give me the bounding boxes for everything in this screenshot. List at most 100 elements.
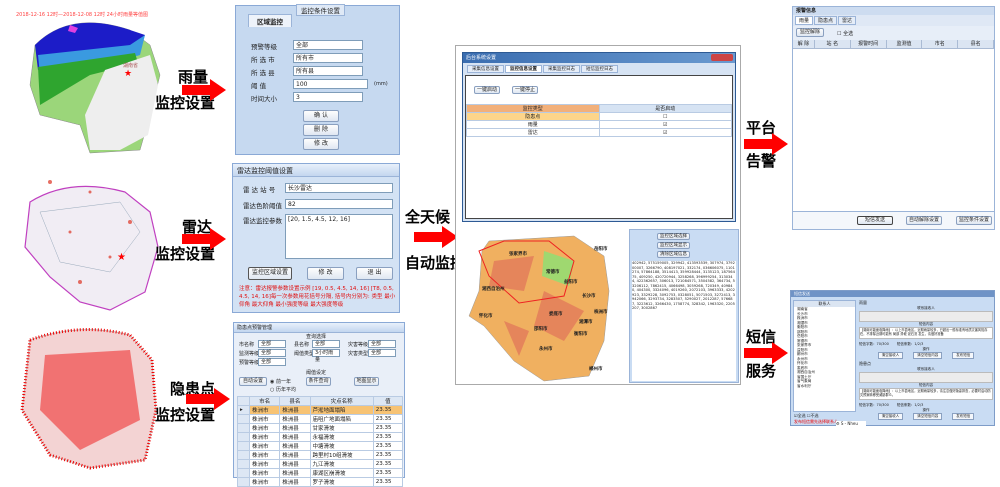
tree-item[interactable]: 岳阳市: [797, 334, 808, 338]
column-header[interactable]: 市名: [922, 40, 959, 48]
threshold-input[interactable]: 82: [285, 199, 393, 209]
column-header[interactable]: 解 除: [793, 40, 815, 48]
params-textarea[interactable]: [20, 1.5, 4.5, 12, 16]: [285, 214, 393, 259]
warning-level-select[interactable]: 全部: [258, 358, 286, 366]
auto-release-settings-button[interactable]: 自动解除设置: [906, 216, 942, 225]
tab-1[interactable]: 监控信息设置: [505, 65, 542, 73]
ops-button[interactable]: 发布短信: [952, 352, 975, 359]
exit-button[interactable]: 退 出: [356, 267, 393, 280]
confirm-button[interactable]: 确 认: [303, 110, 339, 122]
tree-item[interactable]: 衡阳市: [797, 325, 808, 329]
monitor-area-button[interactable]: 监控区域设置: [248, 267, 292, 280]
table-row[interactable]: 株洲市 株洲县 康湖区崩滑坡 23.35: [237, 468, 404, 478]
auto-set-button[interactable]: 自动设置: [239, 377, 267, 386]
tree-item[interactable]: 怀化市: [797, 361, 808, 365]
tree-item[interactable]: 省气象局: [797, 379, 812, 383]
table-row[interactable]: 株洲市 株洲县 中塘滑坡 23.35: [237, 441, 404, 451]
column-header[interactable]: 县名: [958, 40, 995, 48]
monitor-level-select[interactable]: 全部: [258, 349, 286, 357]
table-row[interactable]: 株洲市 株洲县 跨里村10组滑坡 23.35: [237, 450, 404, 460]
threshold-type-select[interactable]: 3小时雨量: [312, 349, 340, 363]
table-row[interactable]: 株洲市 株洲县 罗子滑坡 23.35: [237, 477, 404, 487]
table-row[interactable]: 株洲市 株洲县 甘家滑坡 23.35: [237, 423, 404, 433]
column-header[interactable]: 站 名: [815, 40, 851, 48]
tree-item[interactable]: 益阳市: [797, 347, 808, 352]
tree-item[interactable]: 省国土厅: [797, 374, 812, 379]
start-all-button[interactable]: 一键启动: [474, 86, 500, 94]
column-header[interactable]: 监控类型: [466, 104, 600, 113]
check-all[interactable]: ☑全选 ☐不选: [794, 413, 819, 418]
tab-region-monitor[interactable]: 区域监控: [248, 14, 292, 27]
tree-item[interactable]: 株洲市: [797, 316, 808, 320]
table-row[interactable]: 株洲市 株洲县 庙咀广地面塌陷 23.35: [237, 414, 404, 424]
taskbar-item[interactable]: ⚙ S - Nheu: [836, 421, 866, 427]
area-coordinates-text[interactable]: 402942, 575159005, 329942, 413593539, 30…: [632, 261, 736, 381]
table-row[interactable]: 雨量 ☑: [466, 120, 732, 129]
tree-item[interactable]: 娄底市: [797, 365, 808, 370]
delete-button[interactable]: 删 除: [303, 124, 339, 136]
table-row[interactable]: 株洲市 株洲县 永福滑坡 23.35: [237, 432, 404, 442]
sms-content[interactable]: 【湖南可能面临降雨】：以上市县地区，近期雨量较多，请注意做好隐患排查，必要时启动…: [859, 388, 993, 400]
column-header[interactable]: 灾点名称: [309, 396, 374, 406]
alarm-tab[interactable]: 隐患点: [814, 16, 838, 25]
clear-area-button[interactable]: 清除区域信息: [657, 251, 690, 258]
column-header[interactable]: 监测值: [887, 40, 923, 48]
table-row[interactable]: ▸ 株洲市 株洲县 芦淞地面塌陷 23.35: [237, 405, 404, 415]
table-row[interactable]: 隐患点 ☐: [466, 112, 732, 121]
column-header[interactable]: 报警时间: [851, 40, 887, 48]
column-header[interactable]: 县名: [279, 396, 311, 406]
monitor-condition-settings-button[interactable]: 监控条件设置: [956, 216, 992, 225]
tree-item[interactable]: 湖南省: [797, 307, 808, 311]
tree-item[interactable]: 湘西自治州: [797, 370, 815, 374]
disaster-type-select[interactable]: 全部: [368, 349, 396, 357]
modify-button[interactable]: 修 改: [307, 267, 344, 280]
table-row[interactable]: 雷达 ☑: [466, 128, 732, 137]
tree-item[interactable]: 邵阳市: [797, 329, 808, 334]
sms-content[interactable]: 【湖南可能面临降雨】：以上市县地区，近期雨量较多，已超出一般标准有地质灾害风险存…: [859, 327, 993, 339]
county-select[interactable]: 全部: [312, 340, 340, 348]
column-header[interactable]: 是否启动: [598, 104, 732, 113]
receiver-box[interactable]: [859, 372, 993, 383]
station-select[interactable]: 长沙雷达: [285, 183, 393, 193]
select-area-button[interactable]: 监控区域选择: [657, 233, 690, 240]
map-display-button[interactable]: 地图显示: [354, 377, 379, 386]
modify-button[interactable]: 修 改: [303, 138, 339, 150]
window-controls[interactable]: [711, 54, 733, 61]
county-select[interactable]: 所有县: [293, 66, 363, 76]
radio-previous-year[interactable]: ◉ 前一年: [270, 379, 291, 385]
show-area-button[interactable]: 监控区域显示: [657, 242, 690, 249]
column-header[interactable]: 市名: [248, 396, 281, 406]
enabled-checkbox[interactable]: ☑: [598, 120, 732, 129]
alarm-tab[interactable]: 雷达: [838, 16, 857, 25]
tree-item[interactable]: 省水利厅: [797, 383, 812, 388]
tree-item[interactable]: 常德市: [797, 338, 808, 343]
warning-level-select[interactable]: 全部: [293, 40, 363, 50]
enabled-checkbox[interactable]: ☑: [598, 128, 732, 137]
disaster-level-select[interactable]: 全部: [368, 340, 396, 348]
tree-item[interactable]: 永州市: [797, 356, 808, 361]
table-row[interactable]: 株洲市 株洲县 九江滑坡 23.35: [237, 459, 404, 469]
column-header[interactable]: 值: [372, 396, 404, 406]
select-all-checkbox[interactable]: ☐ 全选: [837, 31, 854, 37]
tab-3[interactable]: 短信监控日志: [581, 65, 618, 73]
release-button[interactable]: 监控解除: [796, 28, 824, 37]
ops-button[interactable]: 清空接收人: [877, 413, 904, 420]
threshold-input[interactable]: 100: [293, 79, 368, 89]
tree-item[interactable]: 郴州市: [797, 352, 808, 356]
stop-all-button[interactable]: 一键停止: [512, 86, 538, 94]
tree-item[interactable]: 长沙市: [797, 311, 808, 316]
radio-historical-avg[interactable]: ○ 历年平均: [270, 387, 296, 393]
enabled-checkbox[interactable]: ☐: [598, 112, 732, 121]
ops-button[interactable]: 发布短信: [952, 413, 975, 420]
ops-button[interactable]: 清空短信内容: [913, 413, 943, 420]
tree-item[interactable]: 张家界市: [797, 343, 812, 347]
receiver-box[interactable]: [859, 311, 993, 322]
tab-2[interactable]: 采集监控日志: [543, 65, 580, 73]
city-select[interactable]: 全部: [258, 340, 286, 348]
ops-button[interactable]: 清空短信内容: [913, 352, 943, 359]
city-select[interactable]: 所有市: [293, 53, 363, 63]
send-sms-button[interactable]: 短信发送: [857, 216, 893, 225]
tab-0[interactable]: 采集信息设置: [467, 65, 504, 73]
tree-item[interactable]: 湘潭市: [797, 320, 808, 325]
query-button[interactable]: 条件查询: [306, 377, 331, 386]
